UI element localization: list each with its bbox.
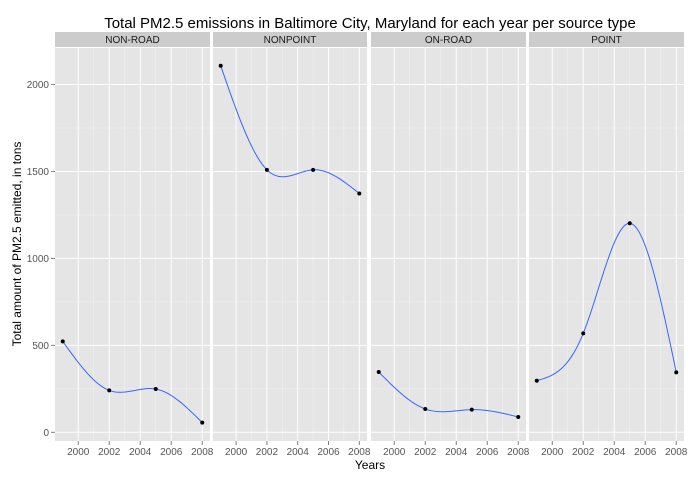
data-point [107, 388, 112, 393]
data-point [200, 420, 205, 425]
strip-background [529, 32, 684, 47]
x-axis-label: Years [355, 458, 385, 472]
panel-background [55, 48, 210, 441]
data-point [218, 63, 223, 68]
x-tick-label: 2000 [541, 447, 564, 458]
data-point [423, 406, 428, 411]
y-tick-label: 500 [32, 341, 49, 352]
data-point [153, 387, 158, 392]
data-point [376, 369, 381, 374]
panel-background [529, 48, 684, 441]
y-tick-label: 2000 [27, 80, 50, 91]
strip-label: NON-ROAD [105, 35, 159, 46]
panel-non-road: NON-ROAD 2000 2002 2004 2006 2008 0 500 1000 1500… [27, 32, 214, 458]
panel-background [213, 48, 367, 441]
series-line-non-road [62, 341, 203, 423]
x-tick-label: 2002 [572, 447, 595, 458]
x-tick-label: 2004 [287, 447, 310, 458]
strip-background [213, 32, 367, 47]
x-tick-label: 2002 [256, 447, 279, 458]
chart-title: Total PM2.5 emissions in Baltimore City,… [104, 15, 636, 32]
x-tick-label: 2006 [317, 447, 340, 458]
data-point [264, 167, 269, 172]
data-point [357, 191, 362, 196]
x-tick-label: 2002 [98, 447, 121, 458]
strip-background [55, 32, 210, 47]
data-point [311, 167, 316, 172]
x-tick-label: 2004 [445, 447, 468, 458]
data-point [516, 414, 521, 419]
series-line-nonpoint [220, 65, 360, 194]
x-tick-label: 2008 [507, 447, 530, 458]
series-line-point [536, 222, 677, 382]
x-tick-label: 2008 [348, 447, 371, 458]
data-point [627, 221, 632, 226]
data-point [581, 331, 586, 336]
x-tick-label: 2008 [191, 447, 214, 458]
series-line-on-road [378, 371, 519, 418]
strip-background [371, 32, 526, 47]
y-tick-label: 1000 [27, 254, 50, 265]
data-point [674, 370, 679, 375]
x-tick-label: 2008 [665, 447, 688, 458]
panel-nonpoint: NONPOINT 2000 2002 2004 2006 2008 [213, 32, 371, 458]
y-axis-label: Total amount of PM2.5 emitted, in tons [10, 142, 24, 347]
facet-panels: NON-ROAD 2000 2002 2004 2006 2008 0 500 1000 1500… [27, 32, 688, 458]
x-tick-label: 2002 [414, 447, 437, 458]
y-tick-label: 1500 [27, 167, 50, 178]
panel-point: POINT 2000 2002 2004 2006 2008 [529, 32, 688, 458]
panel-on-road: ON-ROAD 2000 2002 2004 2006 2008 [371, 32, 530, 458]
x-tick-label: 2006 [634, 447, 657, 458]
strip-label: NONPOINT [264, 35, 317, 46]
x-tick-label: 2000 [225, 447, 248, 458]
x-tick-label: 2004 [603, 447, 626, 458]
x-tick-label: 2006 [160, 447, 183, 458]
x-tick-label: 2000 [383, 447, 406, 458]
panel-background [371, 48, 526, 441]
data-point [469, 407, 474, 412]
x-tick-label: 2006 [476, 447, 499, 458]
x-tick-label: 2004 [129, 447, 152, 458]
y-tick-label: 0 [43, 428, 49, 439]
strip-label: ON-ROAD [425, 35, 472, 46]
data-point [534, 378, 539, 383]
x-tick-label: 2000 [67, 447, 90, 458]
data-point [60, 339, 65, 344]
strip-label: POINT [591, 35, 622, 46]
